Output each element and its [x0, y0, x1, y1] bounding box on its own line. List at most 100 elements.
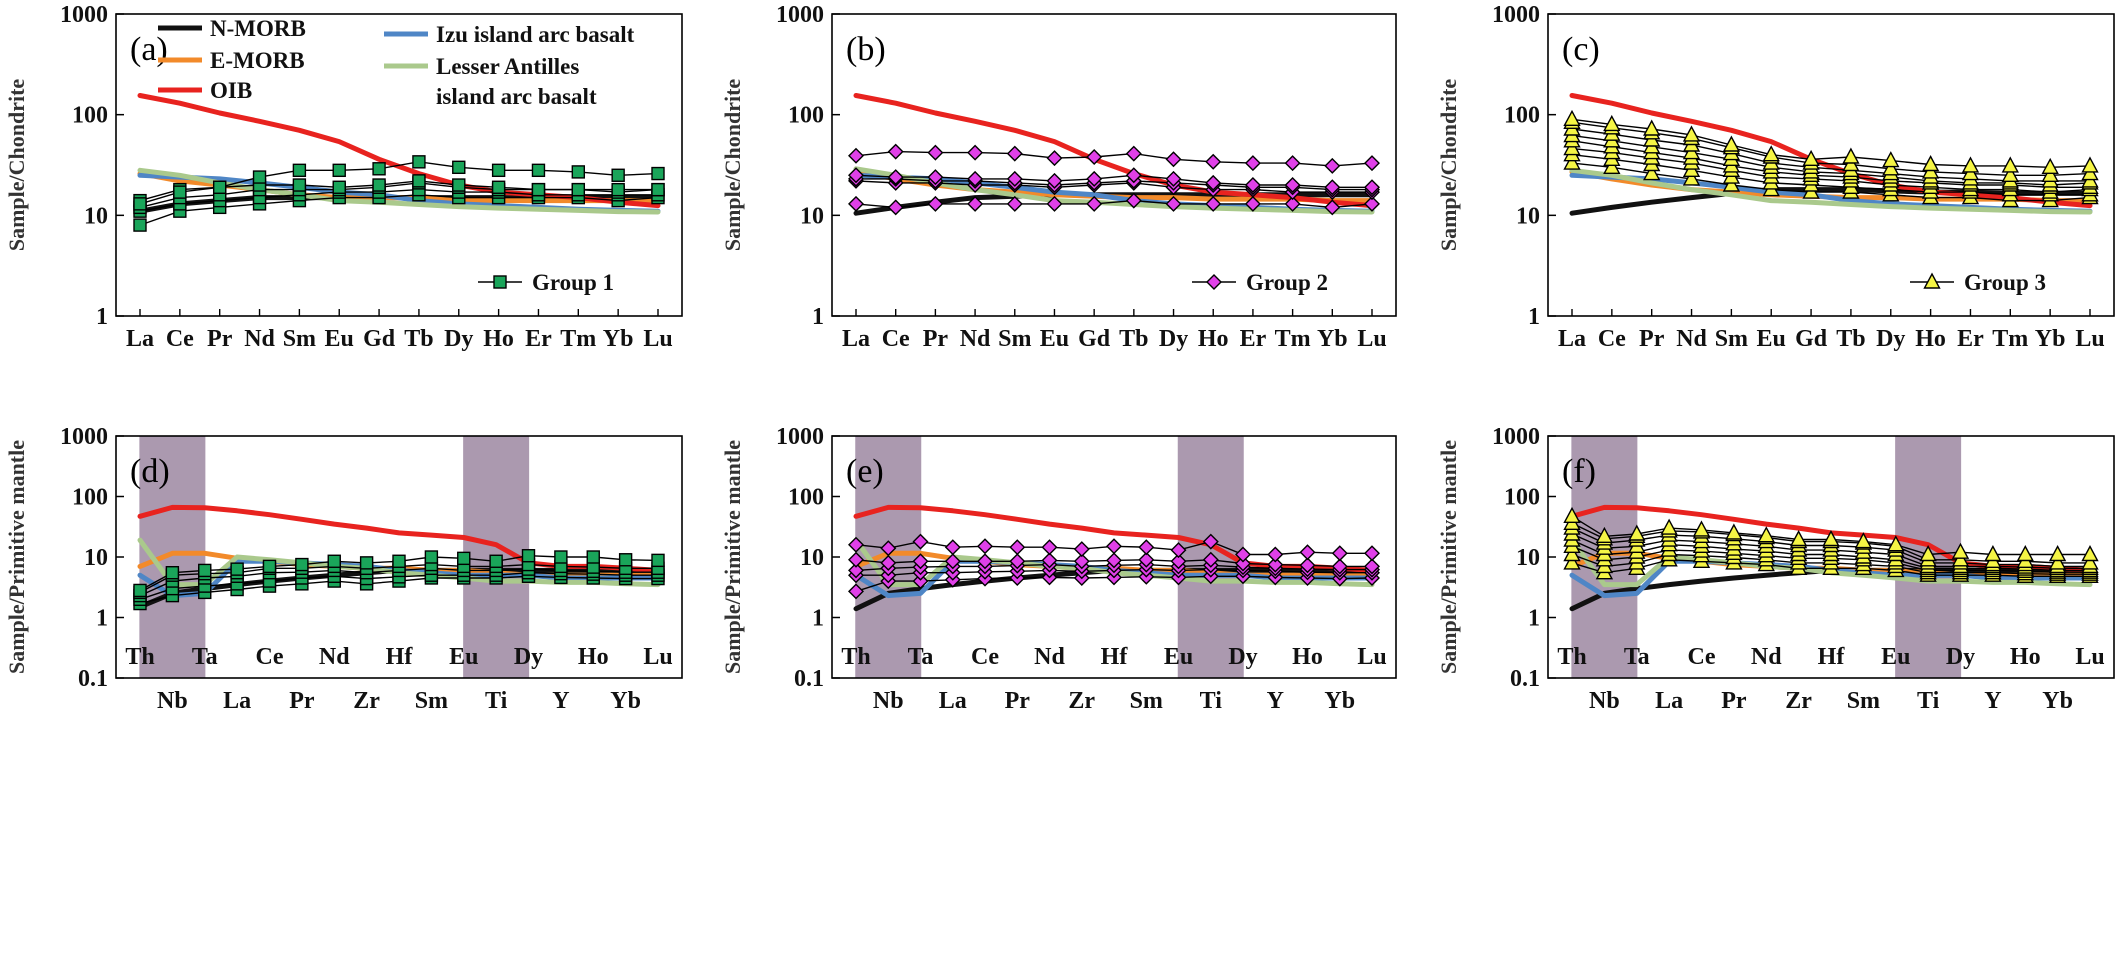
- x-tick-label: Eu: [1164, 644, 1193, 670]
- sample-point: [1628, 524, 1646, 541]
- sample-point: [1331, 545, 1348, 562]
- x-tick-label: Yb: [610, 688, 641, 714]
- y-tick-label: 1: [812, 606, 824, 632]
- sample-point: [1854, 532, 1873, 549]
- plot-frame: [115, 435, 683, 679]
- sample-point: [927, 195, 944, 212]
- sample-point: [1299, 557, 1316, 574]
- y-tick-label: 1: [1528, 304, 1540, 330]
- y-axis-title: Sample/Primitive mantle: [1436, 440, 1461, 674]
- y-tick-label: 1: [96, 606, 108, 632]
- sample-point: [1887, 535, 1905, 552]
- x-tick-label: Zr: [353, 688, 380, 714]
- x-tick-label: Ho: [2010, 644, 2041, 670]
- x-tick-label: Ta: [1624, 644, 1650, 670]
- x-tick-label: Yb: [1317, 326, 1348, 352]
- sample-point: [1563, 545, 1581, 562]
- sample-point: [1041, 539, 1058, 556]
- sample-point: [848, 562, 864, 579]
- plot-frame: [831, 13, 1397, 317]
- y-tick-label: 100: [72, 485, 108, 511]
- sample-point: [173, 185, 187, 199]
- sample-point: [1170, 553, 1187, 570]
- panel-label: (c): [1562, 31, 1600, 68]
- sample-point: [651, 553, 665, 568]
- x-tick-label: Ce: [1688, 644, 1716, 670]
- x-tick-label: Eu: [1757, 326, 1786, 352]
- sample-point: [1267, 546, 1284, 563]
- sample-point: [1165, 195, 1182, 212]
- sample-point: [1165, 170, 1182, 187]
- plot-frame: [1547, 13, 2115, 317]
- sample-point: [554, 550, 568, 564]
- sample-point: [1299, 544, 1316, 561]
- sample-point: [133, 218, 147, 232]
- y-tick-label: 10: [84, 545, 108, 571]
- chart-panel-e: 0.1 1 10 100 1000 Sample/Primitive mantle ThNb…: [720, 424, 1397, 714]
- x-tick-label: Nb: [1589, 688, 1620, 714]
- sample-point: [1284, 177, 1301, 193]
- panel-label: (b): [846, 31, 886, 68]
- sample-point: [848, 536, 864, 553]
- sample-point: [292, 163, 307, 178]
- y-tick-label: 1000: [60, 2, 108, 28]
- sample-point: [1364, 155, 1380, 172]
- sample-point: [967, 144, 984, 161]
- sample-point: [611, 182, 625, 197]
- sample-point: [887, 169, 904, 186]
- sample-point: [651, 182, 665, 197]
- y-tick-label: 1000: [776, 424, 824, 450]
- sample-point: [1692, 520, 1711, 537]
- x-tick-label: Ho: [483, 326, 514, 352]
- x-tick-label: Ho: [578, 644, 609, 670]
- sample-point: [372, 162, 386, 176]
- sample-point: [2016, 545, 2034, 562]
- x-tick-label: Eu: [1881, 644, 1910, 670]
- sample-point: [1086, 170, 1103, 187]
- sample-point: [1086, 149, 1103, 165]
- sample-point: [848, 167, 864, 184]
- x-tick-label: Hf: [1818, 644, 1846, 670]
- y-tick-label: 10: [800, 203, 824, 229]
- sample-point: [295, 557, 309, 572]
- x-tick-label: Eu: [325, 326, 354, 352]
- sample-point: [1106, 552, 1122, 569]
- x-tick-label: Hf: [386, 644, 414, 670]
- x-tick-label: Eu: [449, 644, 478, 670]
- x-tick-label: Lu: [1357, 326, 1386, 352]
- legend-label: Lesser Antilles: [436, 54, 579, 79]
- chart-panel-b: 1 10 100 1000 Sample/Chondrite La Ce Pr Nd Sm Eu Gd…: [720, 2, 1397, 352]
- x-tick-label: Nd: [1676, 326, 1707, 352]
- y-tick-label: 1: [812, 304, 824, 330]
- sample-point: [212, 180, 227, 194]
- sample-point: [944, 553, 961, 570]
- reference-line-oib: [1569, 93, 2093, 209]
- legend-label: E-MORB: [210, 48, 305, 73]
- sample-point: [887, 199, 904, 216]
- y-axis-title: Sample/Primitive mantle: [720, 440, 745, 674]
- sample-series: [848, 533, 1380, 563]
- group-legend-label: Group 2: [1246, 270, 1328, 295]
- y-tick-label: 1: [96, 304, 108, 330]
- sample-point: [1789, 530, 1808, 547]
- sample-point: [1041, 552, 1058, 569]
- y-tick-label: 10: [1516, 203, 1540, 229]
- x-tick-label: Ta: [192, 644, 218, 670]
- x-tick-label: Ho: [1915, 326, 1946, 352]
- sample-point: [1822, 530, 1840, 547]
- sample-point: [1364, 179, 1380, 196]
- x-tick-label: Lu: [643, 644, 672, 670]
- sample-point: [531, 182, 546, 197]
- sample-point: [1006, 170, 1023, 187]
- sample-point: [1364, 195, 1380, 212]
- sample-point: [1364, 558, 1380, 575]
- sample-point: [1138, 551, 1155, 568]
- y-axis-title: Sample/Primitive mantle: [4, 440, 29, 674]
- x-tick-label: Sm: [1847, 688, 1880, 714]
- x-tick-label: Nd: [319, 644, 350, 670]
- legend-label: OIB: [210, 78, 252, 103]
- x-tick-label: Tm: [1275, 326, 1311, 352]
- x-tick-label: Yb: [1324, 688, 1355, 714]
- x-tick-label: Ti: [1200, 688, 1223, 714]
- sample-point: [1244, 177, 1261, 193]
